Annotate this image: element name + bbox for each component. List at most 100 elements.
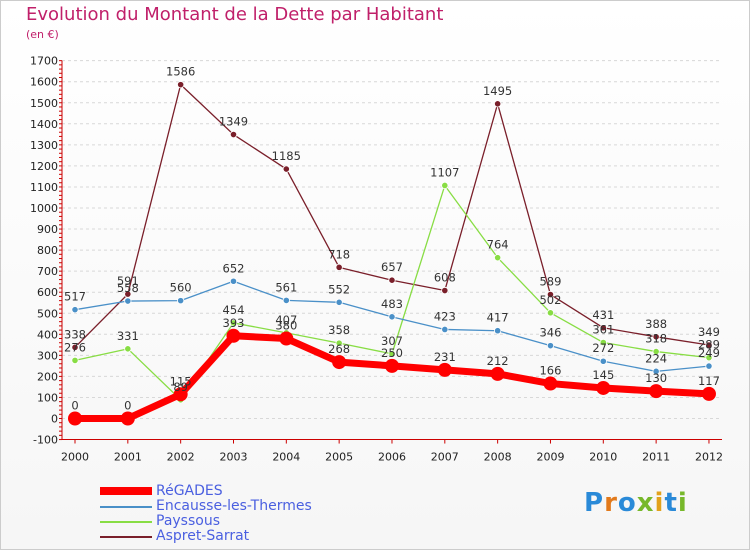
data-label: 272 <box>592 341 614 355</box>
data-label: 657 <box>381 260 403 274</box>
legend-swatch <box>100 506 152 508</box>
data-label: 388 <box>645 317 667 331</box>
data-label: 552 <box>328 282 350 296</box>
series-group <box>68 81 716 426</box>
data-point <box>652 333 660 341</box>
data-label: 117 <box>698 374 720 388</box>
x-tick-label: 2006 <box>378 451 406 464</box>
data-label: 346 <box>539 326 561 340</box>
data-point <box>279 331 294 346</box>
data-point <box>388 276 396 284</box>
data-point <box>596 380 611 395</box>
data-point <box>441 181 449 190</box>
y-tick-label: 300 <box>37 349 58 362</box>
proxiti-logo: Proxiti <box>584 488 688 518</box>
data-point <box>599 357 607 365</box>
data-label: 560 <box>170 281 192 295</box>
data-point <box>229 319 238 327</box>
legend-swatch <box>100 487 152 495</box>
x-tick-label: 2008 <box>484 451 512 464</box>
data-label: 231 <box>434 350 456 364</box>
data-label: 558 <box>117 281 139 295</box>
data-point <box>177 81 185 89</box>
data-label: 318 <box>645 332 667 346</box>
x-tick-label: 2004 <box>272 451 300 464</box>
data-point <box>173 387 188 402</box>
data-point <box>332 355 347 370</box>
data-point <box>124 297 132 305</box>
data-label: 224 <box>645 351 667 365</box>
axes <box>59 60 722 444</box>
data-point <box>649 384 664 399</box>
x-tick-label: 2011 <box>642 451 670 464</box>
data-point <box>335 263 343 271</box>
data-label: 250 <box>381 346 403 360</box>
y-tick-label: -100 <box>33 434 58 447</box>
data-label: 1185 <box>272 149 301 163</box>
y-tick-label: 1700 <box>30 55 58 68</box>
data-point <box>437 362 452 377</box>
data-label: 517 <box>64 290 86 304</box>
y-tick-label: 1500 <box>30 97 58 110</box>
data-point <box>335 298 343 306</box>
data-point <box>282 165 290 173</box>
x-tick-label: 2002 <box>167 451 195 464</box>
logo-letter: x <box>636 488 655 518</box>
data-label: 423 <box>434 309 456 323</box>
legend-label: Aspret-Sarrat <box>156 528 250 544</box>
data-point <box>71 356 79 365</box>
data-point <box>282 296 290 305</box>
data-label: 764 <box>487 238 509 252</box>
data-label: 380 <box>275 319 297 333</box>
y-tick-label: 1400 <box>30 118 58 131</box>
data-label: 591 <box>117 274 139 288</box>
data-label: 145 <box>592 368 614 382</box>
x-tick-label: 2005 <box>325 451 353 464</box>
logo-letter: r <box>604 488 618 518</box>
chart-title: Evolution du Montant de la Dette par Hab… <box>26 4 444 25</box>
data-point <box>652 347 660 356</box>
data-point <box>120 411 135 426</box>
y-axis-ticks: -100 0 100 200 300 400 500 600 700 800 900 1000 1100… <box>30 55 58 447</box>
data-point <box>441 325 449 334</box>
data-label: 502 <box>539 293 561 307</box>
x-tick-label: 2010 <box>589 451 617 464</box>
logo-letter: o <box>617 488 637 518</box>
data-point <box>177 297 185 305</box>
x-tick-label: 2009 <box>536 451 564 464</box>
data-label: 1349 <box>219 115 248 129</box>
data-label: 589 <box>539 275 561 289</box>
data-point <box>546 342 555 350</box>
data-point <box>229 130 238 139</box>
y-tick-label: 1200 <box>30 160 58 173</box>
data-label: 407 <box>275 313 297 327</box>
data-label: 307 <box>381 334 403 348</box>
data-label: 276 <box>64 340 86 354</box>
data-label: 349 <box>698 325 720 339</box>
data-label: 1495 <box>483 84 512 98</box>
x-axis-ticks: 2000 2001 2002 2003 2004 2005 2006 2007 2008 2009… <box>61 451 723 464</box>
data-label: 268 <box>328 342 350 356</box>
legend-label: Encausse-les-Thermes <box>156 498 312 514</box>
logo-letter: i <box>654 488 665 518</box>
x-tick-label: 2000 <box>61 451 89 464</box>
y-tick-label: 1000 <box>30 202 58 215</box>
y-tick-label: 800 <box>37 244 58 257</box>
data-point <box>543 376 558 391</box>
data-label: 0 <box>71 399 78 413</box>
data-point <box>701 386 716 401</box>
data-label: 89 <box>173 380 188 394</box>
y-tick-label: 600 <box>37 286 58 299</box>
data-point <box>335 339 343 347</box>
y-tick-label: 500 <box>37 307 58 320</box>
legend-label: Payssous <box>156 513 220 529</box>
y-tick-label: 900 <box>37 223 58 236</box>
data-label: 212 <box>487 354 509 368</box>
data-label: 358 <box>328 323 350 337</box>
data-label: 1586 <box>166 65 195 79</box>
data-label: 361 <box>592 323 614 337</box>
data-point <box>68 411 82 426</box>
logo-letter: P <box>584 488 605 518</box>
legend-label: RéGADES <box>156 483 223 499</box>
